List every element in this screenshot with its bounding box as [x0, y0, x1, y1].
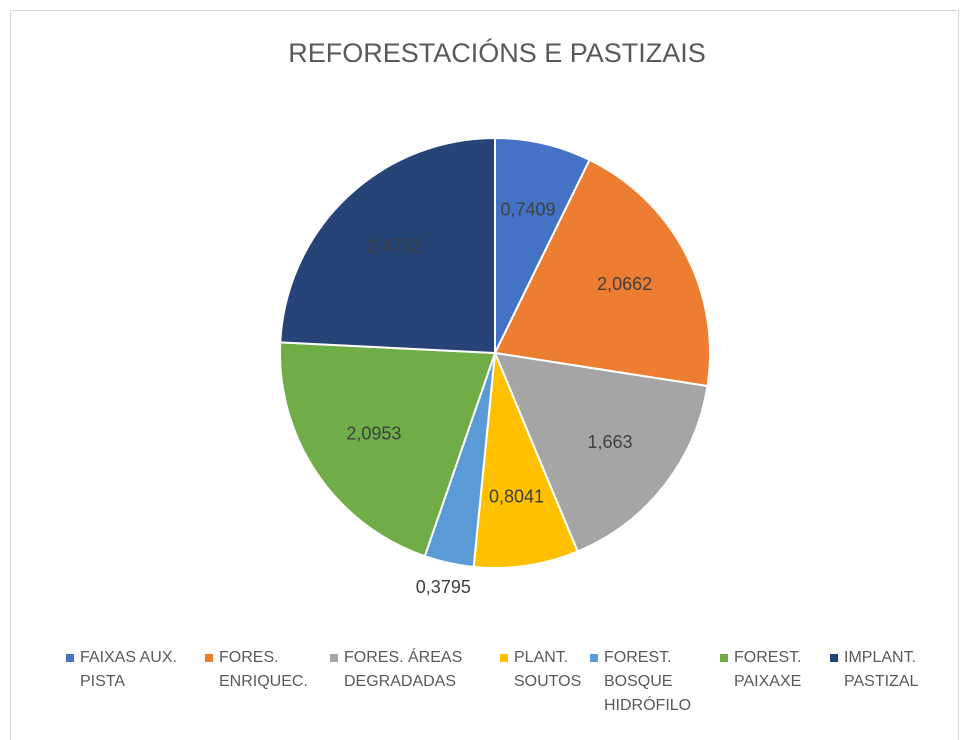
legend-item: IMPLANT. PASTIZAL	[830, 646, 950, 718]
legend-label: FOREST. BOSQUE HIDRÓFILO	[604, 649, 692, 714]
data-label: 1,663	[587, 432, 632, 452]
legend-item: FOREST. PAIXAXE	[720, 646, 830, 718]
pie-slice	[493, 351, 709, 553]
legend-swatch	[500, 654, 508, 662]
legend-item: FAIXAS AUX. PISTA	[66, 646, 205, 718]
data-label: 2,0953	[346, 424, 401, 444]
pie-slice	[493, 158, 711, 388]
data-label: 2,4752	[367, 236, 422, 256]
legend-swatch	[66, 654, 74, 662]
legend: FAIXAS AUX. PISTA FORES. ENRIQUEC. FORES. …	[66, 646, 950, 718]
legend-label: FORES. ÁREAS DEGRADADAS	[344, 649, 463, 690]
legend-label: FOREST. PAIXAXE	[734, 649, 802, 690]
legend-label: FAIXAS AUX. PISTA	[80, 649, 177, 690]
data-label: 0,7409	[500, 199, 555, 219]
data-label: 0,3795	[416, 577, 471, 597]
legend-item: PLANT. SOUTOS	[500, 646, 590, 718]
legend-label: IMPLANT. PASTIZAL	[844, 649, 919, 690]
pie-slice	[279, 341, 497, 558]
data-label: 2,0662	[597, 274, 652, 294]
legend-label: PLANT. SOUTOS	[514, 649, 582, 690]
pie-slice	[472, 352, 579, 569]
chart-frame	[10, 10, 959, 740]
pie-slice	[279, 136, 496, 355]
legend-item: FOREST. BOSQUE HIDRÓFILO	[590, 646, 720, 718]
legend-swatch	[205, 654, 213, 662]
legend-label: FORES. ENRIQUEC.	[219, 649, 308, 690]
pie-slice	[494, 136, 591, 354]
legend-swatch	[590, 654, 598, 662]
legend-item: FORES. ÁREAS DEGRADADAS	[330, 646, 500, 718]
chart-title: REFORESTACIÓNS E PASTIZAIS	[288, 37, 706, 68]
data-label: 0,8041	[489, 486, 544, 506]
legend-item: FORES. ENRIQUEC.	[205, 646, 330, 718]
legend-swatch	[330, 654, 338, 662]
legend-swatch	[720, 654, 728, 662]
legend-swatch	[830, 654, 838, 662]
